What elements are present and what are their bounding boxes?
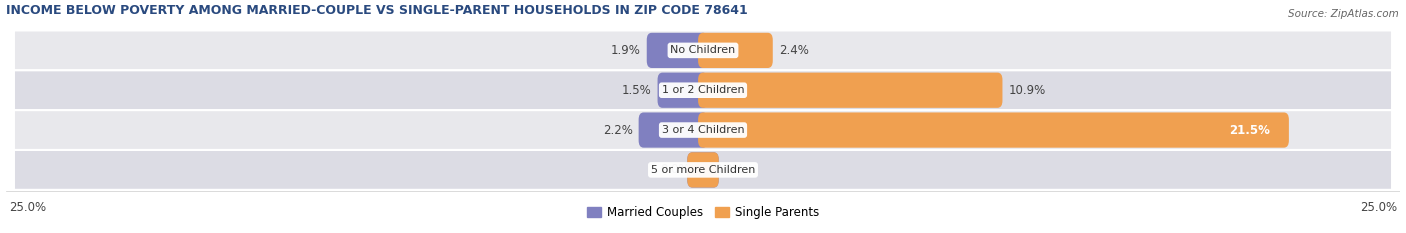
Text: 21.5%: 21.5%	[1230, 123, 1271, 137]
FancyBboxPatch shape	[647, 33, 707, 68]
Text: 1.5%: 1.5%	[621, 84, 651, 97]
Text: 0.0%: 0.0%	[714, 163, 744, 176]
Text: No Children: No Children	[671, 45, 735, 55]
Text: 10.9%: 10.9%	[1008, 84, 1046, 97]
FancyBboxPatch shape	[14, 70, 1392, 110]
FancyBboxPatch shape	[658, 73, 707, 108]
Text: 3 or 4 Children: 3 or 4 Children	[662, 125, 744, 135]
FancyBboxPatch shape	[14, 110, 1392, 150]
FancyBboxPatch shape	[14, 31, 1392, 70]
FancyBboxPatch shape	[699, 73, 1002, 108]
Text: INCOME BELOW POVERTY AMONG MARRIED-COUPLE VS SINGLE-PARENT HOUSEHOLDS IN ZIP COD: INCOME BELOW POVERTY AMONG MARRIED-COUPL…	[6, 4, 748, 17]
FancyBboxPatch shape	[688, 152, 718, 188]
Text: 1 or 2 Children: 1 or 2 Children	[662, 85, 744, 95]
FancyBboxPatch shape	[638, 113, 707, 148]
Legend: Married Couples, Single Parents: Married Couples, Single Parents	[582, 201, 824, 223]
Text: 0.0%: 0.0%	[659, 163, 689, 176]
Text: 2.4%: 2.4%	[779, 44, 808, 57]
FancyBboxPatch shape	[14, 150, 1392, 190]
Text: 2.2%: 2.2%	[603, 123, 633, 137]
FancyBboxPatch shape	[688, 152, 718, 188]
Text: Source: ZipAtlas.com: Source: ZipAtlas.com	[1288, 9, 1399, 19]
FancyBboxPatch shape	[699, 113, 1289, 148]
FancyBboxPatch shape	[699, 33, 773, 68]
Text: 5 or more Children: 5 or more Children	[651, 165, 755, 175]
Text: 1.9%: 1.9%	[612, 44, 641, 57]
